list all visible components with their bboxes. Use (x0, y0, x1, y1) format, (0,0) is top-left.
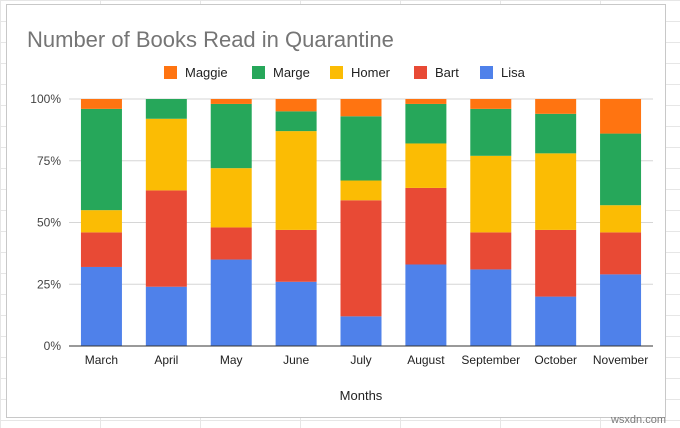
bar-august-maggie (405, 99, 447, 104)
bar-july-bart (340, 200, 382, 317)
bar-july-lisa (340, 316, 382, 346)
bar-october-homer (535, 153, 577, 230)
bar-may-bart (210, 227, 252, 260)
bar-october-marge (535, 113, 577, 154)
bar-may-lisa (210, 259, 252, 346)
x-tick-label-march: March (85, 353, 118, 367)
bar-september-lisa (470, 269, 512, 346)
y-tick-label-25: 25% (37, 277, 61, 291)
legend-label-homer: Homer (351, 65, 391, 80)
bar-march-maggie (80, 99, 122, 109)
y-tick-label-75: 75% (37, 154, 61, 168)
bar-august-bart (405, 187, 447, 265)
bar-march-marge (80, 108, 122, 211)
bar-april-lisa (145, 286, 187, 346)
x-tick-label-august: August (407, 353, 445, 367)
bar-june-homer (275, 131, 317, 230)
bar-september-bart (470, 232, 512, 270)
bar-june-lisa (275, 281, 317, 346)
bar-july-maggie (340, 99, 382, 117)
y-tick-label-100: 100% (30, 92, 61, 106)
legend-swatch-marge (252, 66, 265, 79)
bar-november-maggie (600, 99, 642, 134)
bar-october-lisa (535, 296, 577, 346)
watermark-text: wsxdn.com (610, 414, 666, 426)
bar-may-marge (210, 103, 252, 169)
bar-november-marge (600, 133, 642, 206)
legend-label-lisa: Lisa (501, 65, 526, 80)
x-tick-label-july: July (350, 353, 371, 367)
bar-september-marge (470, 108, 512, 156)
x-tick-label-september: September (461, 353, 520, 367)
x-tick-label-june: June (283, 353, 309, 367)
bar-june-maggie (275, 99, 317, 112)
bar-november-bart (600, 232, 642, 275)
bar-october-bart (535, 229, 577, 297)
bar-july-marge (340, 116, 382, 181)
bar-september-maggie (470, 99, 512, 109)
bar-march-bart (80, 232, 122, 267)
bar-june-bart (275, 229, 317, 282)
legend-swatch-bart (414, 66, 427, 79)
bar-may-homer (210, 168, 252, 228)
bar-july-homer (340, 180, 382, 201)
legend-label-marge: Marge (273, 65, 310, 80)
legend-swatch-homer (330, 66, 343, 79)
bar-august-marge (405, 103, 447, 144)
x-tick-label-april: April (154, 353, 178, 367)
bar-september-homer (470, 155, 512, 233)
bar-august-lisa (405, 264, 447, 346)
bar-august-homer (405, 143, 447, 188)
bar-april-homer (145, 118, 187, 191)
legend-swatch-maggie (164, 66, 177, 79)
legend-swatch-lisa (480, 66, 493, 79)
bar-may-maggie (210, 99, 252, 104)
bar-june-marge (275, 111, 317, 132)
bar-november-lisa (600, 274, 642, 346)
bar-march-lisa (80, 266, 122, 346)
x-tick-label-october: October (534, 353, 577, 367)
y-tick-label-50: 50% (37, 216, 61, 230)
x-tick-label-november: November (593, 353, 648, 367)
y-tick-label-0: 0% (44, 339, 62, 353)
bar-october-maggie (535, 99, 577, 114)
chart-card[interactable]: Number of Books Read in Quarantine 0% 25%… (6, 4, 666, 418)
stacked-bar-chart: 0% 25% 50% 75% 100% March April May June July Augu… (30, 65, 653, 403)
bar-march-homer (80, 210, 122, 233)
x-axis-title: Months (340, 388, 383, 403)
bar-april-marge (145, 99, 187, 119)
bar-april-bart (145, 190, 187, 287)
legend-label-bart: Bart (435, 65, 459, 80)
legend-label-maggie: Maggie (185, 65, 228, 80)
x-tick-label-may: May (220, 353, 243, 367)
bar-november-homer (600, 205, 642, 233)
chart-title: Number of Books Read in Quarantine (27, 27, 394, 52)
